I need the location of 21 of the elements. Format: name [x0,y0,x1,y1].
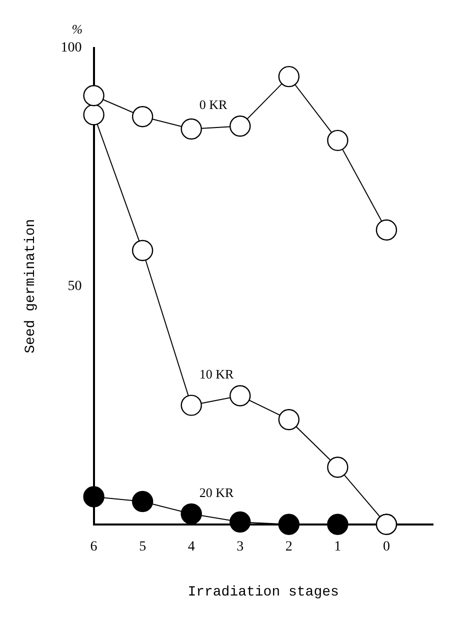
x-tick-label: 1 [334,539,342,554]
x-axis-title: Irradiation stages [188,584,339,600]
point [278,514,300,535]
point [180,503,202,525]
series-label: 20 KR [199,484,234,500]
y-tick-label: 100 [60,40,82,56]
x-tick-label: 4 [188,539,195,554]
point [83,486,104,508]
point [132,490,154,512]
x-tick-label: 2 [285,539,292,554]
point [327,514,348,535]
x-tick-label: 5 [139,539,146,554]
x-tick-label: 3 [236,539,244,554]
point [230,511,251,533]
series-label: 0 KR [199,97,228,112]
x-tick-label: 0 [382,539,390,554]
y-axis-title: Seed germination [23,218,40,354]
x-tick-label: 6 [90,539,98,554]
series-label: 10 KR [199,366,234,382]
y-tick-label: 50 [68,278,82,294]
text: % [72,21,83,36]
